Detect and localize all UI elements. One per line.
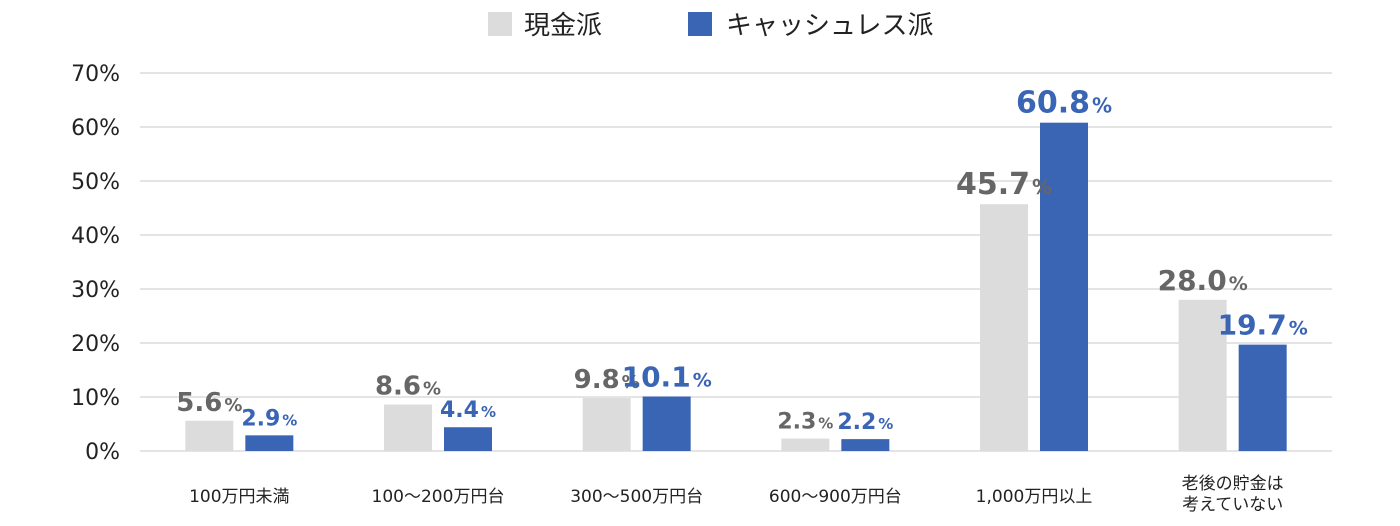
y-tick-label: 10% — [71, 386, 120, 411]
data-labels: 5.6 %2.9 % 8.6 %4.4 % 9.8 %10.1 % 2.3% 2.2 % 45.7 % 60… — [176, 86, 1307, 435]
x-tick-label: 考えていない — [1182, 495, 1283, 515]
bar-cashless — [245, 435, 294, 451]
x-tick-label: 600～900万円台 — [769, 487, 902, 507]
legend: 現金派 キャッシュレス派 — [488, 11, 933, 41]
y-tick-label: 40% — [71, 224, 120, 249]
bar-cash — [185, 420, 234, 451]
x-tick-label: 100～200万円台 — [372, 487, 505, 507]
y-tick-label: 50% — [71, 170, 120, 195]
bars — [185, 122, 1287, 452]
x-axis: 100万円未満 100～200万円台 300～500万円台 600～900万円台 1,0… — [189, 474, 1284, 515]
bar-cash — [582, 398, 631, 451]
data-label: 28.0% — [1158, 264, 1248, 297]
y-tick-label: 30% — [71, 278, 120, 303]
data-label: 2.3% — [777, 410, 833, 435]
legend-label-cash: 現金派 — [524, 11, 602, 41]
x-tick-label: 300～500万円台 — [570, 487, 703, 507]
bar-cashless — [642, 396, 691, 451]
y-tick-label: 70% — [71, 62, 120, 87]
y-tick-label: 20% — [71, 332, 120, 357]
legend-label-cashless: キャッシュレス派 — [726, 11, 933, 41]
data-label: 9.8% — [574, 365, 640, 395]
gridlines — [140, 72, 1332, 452]
bar-cash — [781, 438, 830, 451]
legend-swatch-cash — [488, 12, 512, 36]
bar-cashless — [841, 439, 890, 451]
x-tick-label: 老後の貯金は — [1182, 474, 1284, 494]
bar-cashless — [444, 427, 492, 451]
bar-cash — [980, 204, 1028, 451]
data-label: 2.9% — [241, 406, 297, 431]
x-tick-label: 1,000万円以上 — [976, 487, 1093, 507]
x-tick-label: 100万円未満 — [189, 487, 289, 507]
y-axis: 0% 10% 20% 30% 40% 50% 60% 70% — [71, 62, 120, 465]
bar-cash — [1178, 299, 1227, 451]
data-label: 45.7% — [956, 167, 1052, 202]
y-tick-label: 60% — [71, 116, 120, 141]
data-label: 60.8% — [1016, 86, 1112, 121]
bar-cashless — [1040, 122, 1088, 452]
legend-swatch-cashless — [688, 12, 712, 36]
data-label: 5.6% — [176, 388, 242, 418]
bar-cashless — [1238, 344, 1287, 451]
data-label: 19.7% — [1218, 309, 1308, 342]
data-label: 8.6% — [375, 372, 441, 402]
data-label: 10.1% — [622, 360, 712, 393]
y-tick-label: 0% — [85, 440, 120, 465]
bar-cash — [384, 404, 432, 451]
data-label: 4.4% — [440, 398, 496, 423]
data-label: 2.2% — [837, 410, 893, 435]
